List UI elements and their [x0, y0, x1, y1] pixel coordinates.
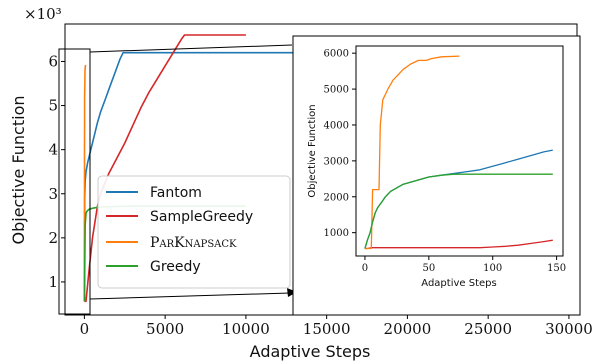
- inset-plot-frame: [355, 45, 564, 257]
- x-tick-label: 5000: [146, 320, 184, 338]
- x-tick-label: 25000: [464, 320, 512, 338]
- series-line-samplegreedy: [84, 34, 246, 303]
- legend-label-samplegreedy: SampleGreedy: [150, 209, 253, 225]
- inset-series-line-parknapsack: [364, 55, 460, 250]
- legend-label-fantom: Fantom: [150, 185, 202, 201]
- inset-y-tick-label: 1000: [324, 228, 349, 239]
- inset-series-line-greedy: [364, 173, 553, 249]
- inset-x-tick-label: 50: [422, 263, 435, 274]
- series-line-parknapsack: [83, 64, 87, 302]
- inset-y-tick-label: 6000: [324, 49, 349, 60]
- inset-x-axis-label: Adaptive Steps: [421, 278, 496, 289]
- zoom-box: [58, 48, 91, 315]
- inset-x-tick-label: 100: [483, 263, 502, 274]
- legend-label-parknapsack: ParKnapsack: [150, 235, 237, 251]
- inset-y-axis-label: Objective Function: [307, 104, 318, 197]
- series-line-fantom: [83, 51, 558, 302]
- inset-x-tick-label: 150: [547, 263, 566, 274]
- x-tick-label: 0: [80, 320, 90, 338]
- y-tick-label: 5: [48, 97, 58, 115]
- x-tick-label: 15000: [303, 320, 351, 338]
- inset-x-tick-label: 0: [362, 263, 368, 274]
- inset-y-tick-label: 3000: [324, 156, 349, 167]
- x-axis-label: Adaptive Steps: [250, 342, 371, 361]
- y-tick-label: 4: [48, 141, 58, 159]
- y-tick-label: 1: [48, 273, 58, 291]
- zoom-connector-top: [89, 44, 293, 53]
- inset-y-tick-label: 2000: [324, 192, 349, 203]
- zoom-connector-bottom: [89, 292, 291, 300]
- y-tick-label: 2: [48, 229, 58, 247]
- legend: Fantom SampleGreedy ParKnapsack Greedy: [97, 175, 291, 289]
- x-tick-label: 20000: [384, 320, 432, 338]
- x-tick-label: 10000: [222, 320, 270, 338]
- legend-label-greedy: Greedy: [150, 259, 201, 275]
- inset-y-tick-label: 4000: [324, 120, 349, 131]
- y-tick-label: 6: [48, 52, 58, 70]
- zoom-arrowhead: [287, 288, 297, 297]
- x-tick-label: 30000: [545, 320, 593, 338]
- y-multiplier-label: ×10³: [24, 5, 62, 23]
- legend-box: [97, 175, 291, 289]
- y-tick-label: 3: [48, 185, 58, 203]
- inset-y-tick-label: 5000: [324, 85, 349, 96]
- y-axis-label: Objective Function: [9, 95, 28, 244]
